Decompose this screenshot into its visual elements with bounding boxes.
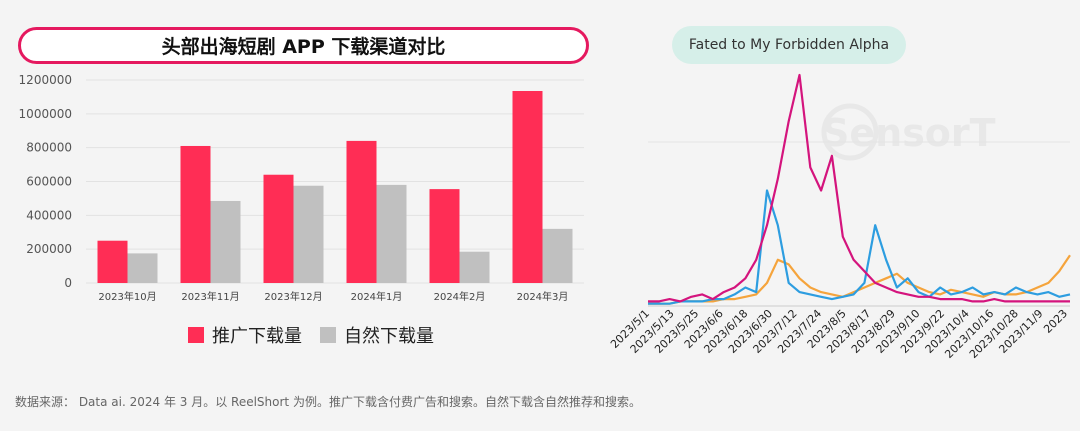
x-tick-label: 2023年11月 <box>181 290 239 303</box>
series-line-blue <box>648 189 1071 305</box>
bar-promo <box>512 90 543 283</box>
y-tick-label: 400000 <box>26 208 72 222</box>
legend-swatch-promo <box>188 327 204 343</box>
x-tick-label: 2024年1月 <box>351 290 403 303</box>
legend-swatch-organic <box>320 327 336 343</box>
bar-organic <box>542 228 573 283</box>
bar-organic <box>293 185 324 283</box>
bar-organic <box>127 253 158 283</box>
y-tick-label: 200000 <box>26 242 72 256</box>
y-tick-label: 800000 <box>26 141 72 155</box>
bar-promo <box>97 240 128 283</box>
series-line-pink <box>648 73 1070 303</box>
y-tick-label: 0 <box>64 276 72 290</box>
y-tick-label: 600000 <box>26 175 72 189</box>
watermark: SensorT <box>822 111 996 155</box>
legend-label-organic: 自然下载量 <box>344 326 434 347</box>
watermark-logo-icon <box>821 103 879 161</box>
series-line-orange <box>648 254 1071 305</box>
legend-item-organic: 自然下载量 <box>320 322 434 348</box>
bar-organic <box>210 200 241 283</box>
left-chart-title: 头部出海短剧 APP 下载渠道对比 <box>18 27 589 64</box>
x-tick-label: 2023 <box>1041 307 1070 336</box>
y-tick-label: 1000000 <box>19 107 72 121</box>
x-tick-label: 2023年12月 <box>264 290 322 303</box>
bar-promo <box>429 189 460 283</box>
bar-promo <box>180 145 211 283</box>
legend-item-promo: 推广下载量 <box>188 322 302 348</box>
line-chart: SensorT2023/5/12023/5/132023/5/252023/6/… <box>608 73 1071 361</box>
bar-promo <box>346 140 377 283</box>
bar-chart: 0 200000 400000 600000 800000 1000000 1200000 2… <box>19 73 584 303</box>
source-footnote: 数据来源： Data ai. 2024 年 3 月。以 ReelShort 为例… <box>15 395 641 409</box>
bar-promo <box>263 174 294 283</box>
x-tick-label: 2023年10月 <box>98 290 156 303</box>
right-chart-title: Fated to My Forbidden Alpha <box>672 26 906 64</box>
y-tick-label: 1200000 <box>19 73 72 87</box>
bar-organic <box>459 251 490 283</box>
bar-organic <box>376 184 407 283</box>
x-tick-label: 2024年2月 <box>434 290 486 303</box>
x-tick-label: 2024年3月 <box>517 290 569 303</box>
legend-label-promo: 推广下载量 <box>212 326 302 347</box>
